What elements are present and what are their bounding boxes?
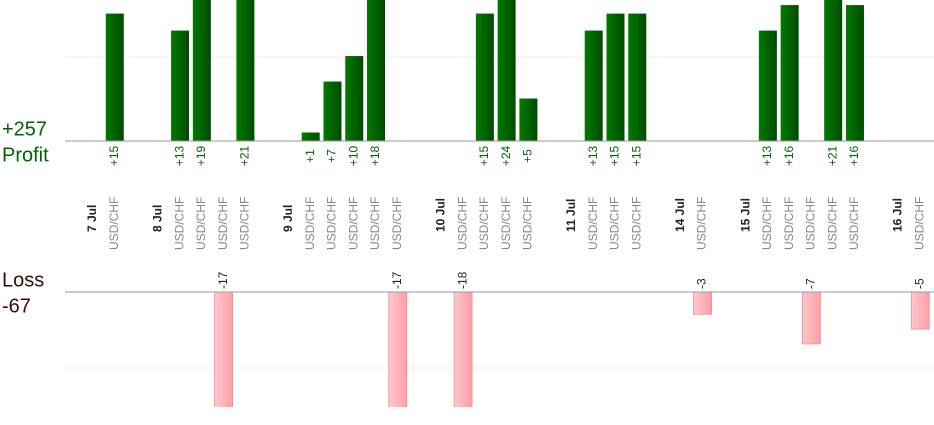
value-label: -7 [804,278,818,289]
profit-bar [519,98,538,141]
pair-label: USD/CHF [825,197,839,250]
loss-bars [214,292,930,407]
value-label: +21 [238,145,252,166]
pair-label: USD/CHF [521,197,535,250]
date-label: 16 Jul [891,198,905,232]
date-label: 11 Jul [564,199,578,232]
profit-bar [105,13,124,141]
date-label: 10 Jul [433,198,447,232]
loss-label: Loss [2,269,44,291]
value-label: +13 [760,145,774,166]
pair-label: USD/CHF [804,197,818,250]
pair-label: USD/CHF [172,197,186,250]
date-label: 15 Jul [738,198,752,232]
loss-bar [802,292,821,345]
pair-label: USD/CHF [629,197,643,250]
value-label: +15 [477,145,491,166]
value-label: -5 [912,278,926,289]
profit-bar [845,5,864,141]
loss-bar [910,292,930,330]
loss-bar [388,292,408,407]
profit-bar [824,0,843,141]
profit-bar [236,0,255,141]
pair-label: USD/CHF [325,197,339,250]
profit-bar [171,30,190,141]
value-label: +16 [782,145,796,166]
date-label: 9 Jul [281,205,295,232]
loss-total: -67 [2,295,31,317]
value-label: -17 [216,271,230,289]
value-label: +18 [368,145,382,166]
value-label: +13 [172,145,186,166]
pair-label: USD/CHF [912,197,926,250]
value-label: +15 [608,145,622,166]
profit-bar [345,56,364,141]
value-label: +21 [825,145,839,166]
profit-bar [301,132,320,141]
value-label: +15 [629,145,643,166]
profit-bar [475,13,494,141]
pair-label: USD/CHF [303,197,317,250]
date-label: 7 Jul [85,205,99,232]
profit-bar [758,30,777,141]
value-label: +15 [107,145,121,166]
profit-bar [584,30,603,141]
pair-label: USD/CHF [782,197,796,250]
value-label: +10 [346,145,360,166]
pair-label: USD/CHF [368,197,382,250]
value-label: +19 [194,145,208,166]
profit-bar [606,13,625,141]
profit-bar [192,0,211,141]
pair-label: USD/CHF [608,197,622,250]
pair-label: USD/CHF [847,197,861,250]
loss-bar [214,292,234,407]
profit-bar [367,0,386,141]
profit-bar [628,13,647,141]
loss-bar [453,292,473,407]
value-label: +1 [303,149,317,163]
value-label: +7 [325,149,339,163]
value-label: -3 [695,278,709,289]
profit-total: +257 [2,118,47,140]
pair-label: USD/CHF [499,197,513,250]
profit-bars [105,0,864,141]
pair-label: USD/CHF [238,197,252,250]
profit-bar [780,5,799,141]
pair-label: USD/CHF [455,197,469,250]
pair-label: USD/CHF [107,197,121,250]
value-label: +24 [499,145,513,166]
value-label: -17 [390,271,404,289]
date-label: 14 Jul [673,198,687,232]
pair-label: USD/CHF [390,197,404,250]
pair-label: USD/CHF [695,197,709,250]
profit-label: Profit [2,144,49,166]
value-label: +13 [586,145,600,166]
pair-label: USD/CHF [194,197,208,250]
pair-label: USD/CHF [586,197,600,250]
pair-label: USD/CHF [216,197,230,250]
pair-label: USD/CHF [477,197,491,250]
pair-label: USD/CHF [346,197,360,250]
profit-bar [323,81,342,141]
profit-bar [497,0,516,141]
pair-label: USD/CHF [760,197,774,250]
date-label: 8 Jul [150,205,164,232]
loss-bar [693,292,712,315]
value-label: +16 [847,145,861,166]
value-label: +5 [521,149,535,163]
value-label: -18 [455,271,469,289]
